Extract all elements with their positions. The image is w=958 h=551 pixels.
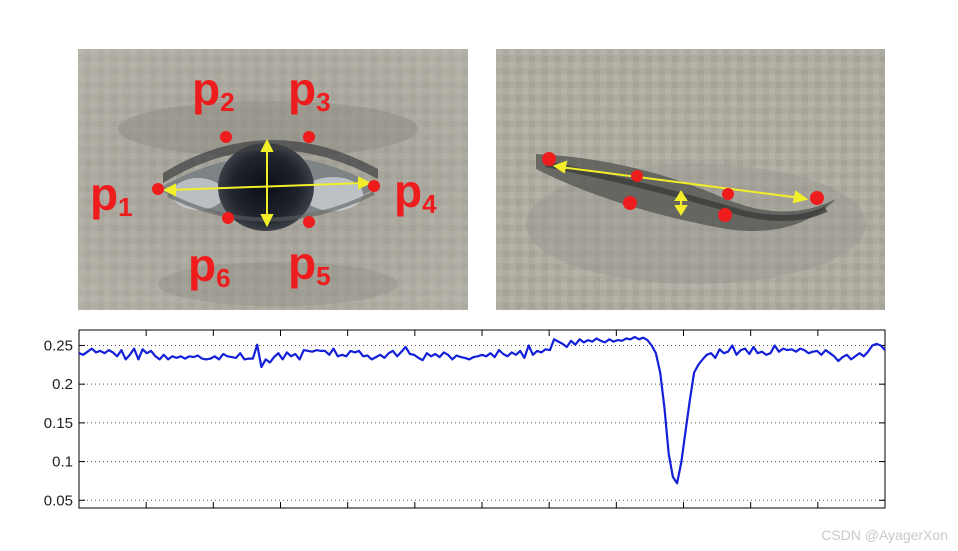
eye-axis-lines bbox=[162, 138, 372, 228]
landmark-label-p5: p5 bbox=[288, 237, 331, 291]
eye-axis-lines bbox=[552, 160, 809, 216]
y-tick-label: 0.15 bbox=[44, 415, 73, 432]
y-tick-label: 0.05 bbox=[44, 492, 73, 509]
y-tick-label: 0.25 bbox=[44, 337, 73, 354]
landmark-label-p4: p4 bbox=[394, 165, 437, 219]
open-eye-image: p1 p2 p3 p4 p5 p6 bbox=[78, 49, 468, 310]
ear-line-chart: 0.05 0.1 0.15 0.2 0.25 bbox=[44, 329, 886, 509]
landmark-p3-dot bbox=[303, 131, 315, 143]
closed-eye-image bbox=[496, 49, 885, 310]
landmark-dots bbox=[542, 152, 824, 222]
y-tick-label: 0.2 bbox=[52, 376, 73, 393]
landmark-p6-dot bbox=[222, 212, 234, 224]
ear-series-line bbox=[78, 335, 886, 485]
landmark-dots bbox=[152, 131, 380, 228]
landmark-label-p1: p1 bbox=[90, 168, 133, 222]
landmark-p1-dot bbox=[152, 183, 164, 195]
landmark-p5-dot bbox=[303, 216, 315, 228]
y-axis-ticks: 0.05 0.1 0.15 0.2 0.25 bbox=[44, 337, 885, 509]
landmark-label-p2: p2 bbox=[192, 63, 235, 117]
y-tick-label: 0.1 bbox=[52, 454, 73, 471]
watermark: CSDN @AyagerXon bbox=[821, 527, 948, 543]
plot-frame bbox=[78, 329, 886, 509]
landmark-label-p3: p3 bbox=[288, 63, 331, 117]
landmark-p4-dot bbox=[368, 180, 380, 192]
landmark-label-p6: p6 bbox=[188, 239, 231, 293]
x-axis-ticks bbox=[78, 330, 886, 508]
landmark-p2-dot bbox=[220, 131, 232, 143]
